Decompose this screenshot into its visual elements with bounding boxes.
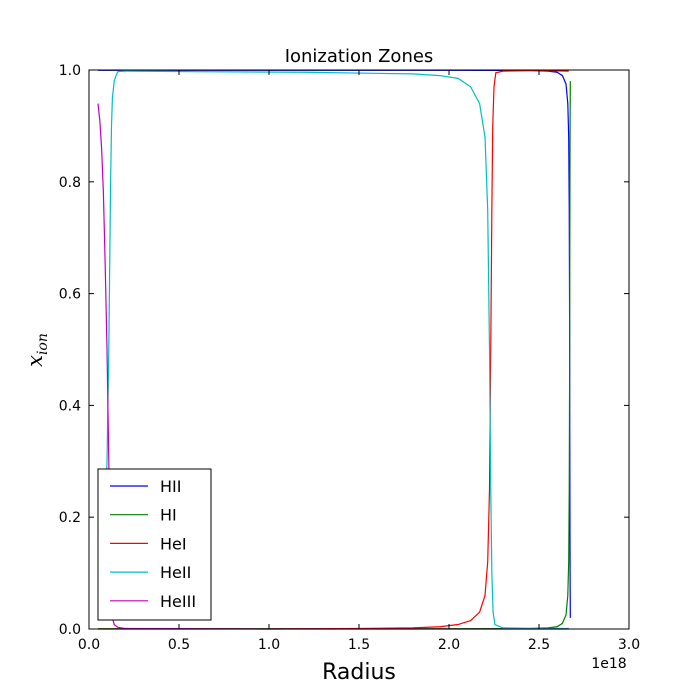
chart-title: Ionization Zones [285, 46, 434, 67]
y-tick-label: 0.2 [59, 510, 81, 526]
y-axis-label-base: x [23, 355, 47, 367]
x-tick-label: 0.0 [78, 637, 100, 653]
y-tick-label: 0.4 [59, 398, 81, 414]
x-tick-label: 1.5 [348, 637, 370, 653]
legend-label-hi: HI [160, 506, 177, 525]
y-tick-label: 0.6 [59, 287, 81, 303]
plot-frame [88, 69, 630, 630]
x-offset-label: 1e18 [591, 656, 626, 672]
y-tick-label: 0.8 [59, 175, 81, 191]
x-tick-label: 2.5 [528, 637, 550, 653]
y-tick-label: 1.0 [59, 63, 81, 79]
x-tick-label: 1.0 [258, 637, 280, 653]
x-tick-label: 3.0 [618, 637, 640, 653]
y-axis-label-sub: ion [35, 333, 51, 355]
y-axis-label: xion [23, 333, 51, 367]
x-axis-label: Radius [322, 660, 396, 685]
ticks-layer: 0.0 0.5 1.0 1.5 2.0 2.5 3.0 0.0 0.2 0.4 0.6 0.8 1.0 [59, 63, 640, 653]
legend-label-hei: HeI [160, 534, 187, 553]
legend-box [97, 468, 212, 621]
legend-label-heii: HeII [160, 563, 191, 582]
legend-label-hii: HII [160, 477, 181, 496]
x-tick-label: 0.5 [168, 637, 190, 653]
legend-label-heiii: HeIII [160, 592, 196, 611]
y-tick-label: 0.0 [59, 622, 81, 638]
x-tick-label: 2.0 [438, 637, 460, 653]
legend: HII HI HeI HeII HeIII [97, 468, 212, 621]
series-line-hei [98, 69, 569, 630]
